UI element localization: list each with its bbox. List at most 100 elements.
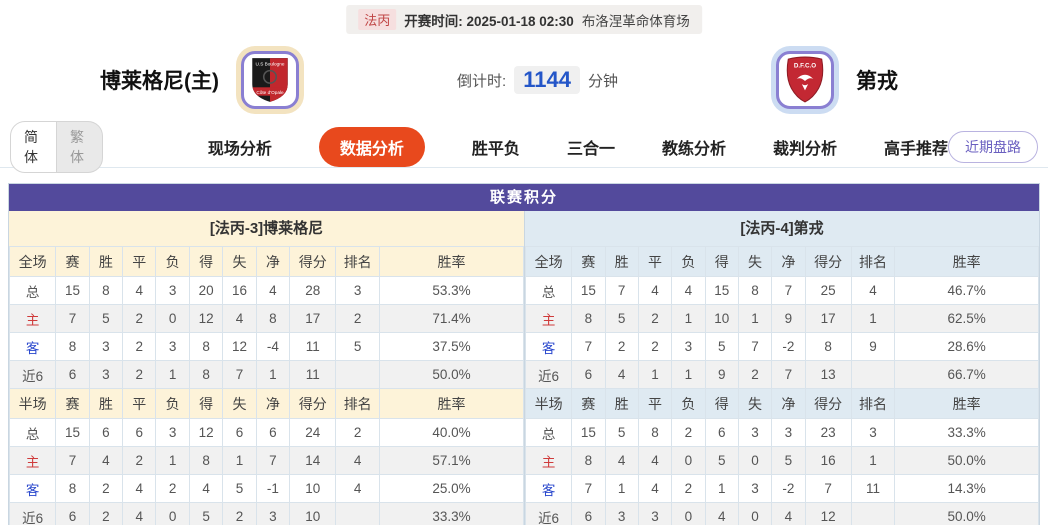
- stats-cell: 4: [335, 446, 381, 475]
- stats-row-recent: 近6 6 4 1 1 9 2 7 13 66.7%: [524, 360, 1039, 389]
- stats-header-cell: 胜: [88, 246, 124, 277]
- stats-cell: 53.3%: [379, 276, 524, 305]
- stats-row-total: 总 15 5 8 2 6 3 3 23 3 33.3%: [524, 418, 1039, 447]
- row-label: 近6: [524, 502, 573, 525]
- tab-5[interactable]: 裁判分析: [772, 140, 837, 158]
- stats-cell: 8: [188, 446, 224, 475]
- tabs: 现场分析 数据分析 胜平负 三合一 教练分析 裁判分析 高手推荐: [207, 126, 948, 167]
- stats-header-cell: 失: [737, 388, 773, 419]
- row-label: 主: [8, 304, 57, 333]
- stats-cell: 4: [604, 446, 639, 475]
- stats-cell: 5: [335, 332, 381, 361]
- stats-cell: [335, 502, 381, 525]
- stats-cell: 9: [771, 304, 806, 333]
- stats-cell: 8: [188, 332, 224, 361]
- home-table-header: [法丙-3]博莱格尼: [9, 211, 524, 246]
- stats-cell: 1: [604, 474, 639, 503]
- tab-1[interactable]: 数据分析: [318, 126, 425, 167]
- stats-cell: 0: [737, 502, 773, 525]
- stats-cell: -2: [771, 474, 806, 503]
- nav-bar: 简体 繁体 现场分析 数据分析 胜平负 三合一 教练分析 裁判分析 高手推荐 近期盘路: [0, 120, 1048, 173]
- stats-cell: 33.3%: [379, 502, 524, 525]
- stats-header-cell: 失: [737, 246, 773, 277]
- tab-4[interactable]: 教练分析: [661, 140, 726, 158]
- stats-cell: 1: [155, 360, 190, 389]
- stats-cell: 8: [804, 332, 852, 361]
- stats-cell: 8: [55, 332, 90, 361]
- stats-header-cell: 净: [771, 246, 806, 277]
- row-label: 总: [8, 418, 57, 447]
- home-stats-table: 全场赛胜平负得失净得分 排名 胜率总 15 8 4 3 20 16 4 28 3 53.3% 主 7 5 2 0 1…: [8, 246, 524, 525]
- stats-cell: 2: [122, 360, 157, 389]
- row-label: 主: [524, 446, 573, 475]
- stats-cell: 4: [671, 276, 706, 305]
- row-label: 总: [524, 418, 573, 447]
- stats-header-cell: 半场: [524, 388, 573, 419]
- stats-cell: 16: [804, 446, 852, 475]
- stats-header-cell: 全场: [8, 246, 57, 277]
- stats-cell: 2: [604, 332, 639, 361]
- stats-header-row: 全场赛胜平负得失净得分 排名 胜率: [524, 246, 1039, 277]
- stats-cell: 4: [704, 502, 739, 525]
- kickoff-value: 2025-01-18 02:30: [466, 13, 574, 29]
- countdown-value: 1144: [514, 66, 580, 94]
- stats-header-cell: 赛: [55, 246, 90, 277]
- match-header: 博莱格尼(主) U.S Boulogne Côte d'Opale 倒计时: 1…: [0, 34, 1048, 126]
- stats-header-cell: 净: [255, 388, 291, 419]
- stats-cell: 6: [222, 418, 257, 447]
- stats-header-cell: 失: [222, 246, 257, 277]
- stats-cell: -4: [255, 332, 291, 361]
- tab-6[interactable]: 高手推荐: [883, 140, 948, 158]
- stats-cell: 3: [737, 418, 773, 447]
- stats-cell: 7: [737, 332, 773, 361]
- league-points-panel: 联赛积分 [法丙-3]博莱格尼 全场赛胜平负得失净得分 排名 胜率总 15 8 4 3 20 1…: [8, 183, 1040, 525]
- stats-cell: 3: [255, 502, 291, 525]
- stats-cell: 15: [55, 276, 90, 305]
- stats-cell: 0: [155, 304, 190, 333]
- stats-cell: 15: [55, 418, 90, 447]
- stats-cell: 3: [771, 418, 806, 447]
- stats-cell: 6: [704, 418, 739, 447]
- stats-cell: 15: [571, 276, 606, 305]
- stats-header-cell: 净: [255, 246, 291, 277]
- stats-cell: [850, 502, 896, 525]
- stats-cell: 11: [289, 360, 337, 389]
- away-team-name: 第戎: [856, 70, 898, 93]
- stats-cell: 71.4%: [379, 304, 524, 333]
- stats-cell: 8: [637, 418, 673, 447]
- recent-trend-button[interactable]: 近期盘路: [948, 130, 1038, 163]
- away-crest-icon: D.F.C.O: [786, 56, 824, 103]
- stats-cell: 8: [188, 360, 224, 389]
- stats-cell: 6: [122, 418, 157, 447]
- tab-0[interactable]: 现场分析: [207, 140, 272, 158]
- lang-option-active[interactable]: 简体: [10, 120, 57, 173]
- panel-title: 联赛积分: [9, 184, 1039, 211]
- stats-cell: 4: [122, 276, 157, 305]
- stats-header-cell: 赛: [571, 246, 606, 277]
- stats-cell: 8: [255, 304, 291, 333]
- stats-header-cell: 胜率: [379, 246, 524, 277]
- stats-cell: 20: [188, 276, 224, 305]
- stats-cell: 3: [671, 332, 706, 361]
- away-table-header: [法丙-4]第戎: [525, 211, 1039, 246]
- lang-option-inactive[interactable]: 繁体: [56, 120, 103, 173]
- kickoff-label: 开赛时间:: [404, 13, 463, 29]
- stats-cell: 0: [155, 502, 190, 525]
- stats-cell: 5: [704, 446, 739, 475]
- countdown-label: 倒计时:: [457, 72, 507, 90]
- tab-3[interactable]: 三合一: [566, 140, 615, 158]
- stats-cell: 10: [289, 474, 337, 503]
- stats-cell: 1: [255, 360, 291, 389]
- stats-cell: 4: [222, 304, 257, 333]
- stats-header-cell: 半场: [8, 388, 57, 419]
- stats-cell: 2: [637, 304, 673, 333]
- tab-2[interactable]: 胜平负: [471, 140, 520, 158]
- stats-header-cell: 胜: [604, 246, 639, 277]
- stats-cell: 3: [88, 360, 124, 389]
- stats-cell: 28.6%: [894, 332, 1039, 361]
- stats-cell: 0: [671, 502, 706, 525]
- stats-cell: 2: [637, 332, 673, 361]
- stats-cell: 14.3%: [894, 474, 1039, 503]
- stats-cell: 1: [155, 446, 190, 475]
- stats-cell: 4: [122, 474, 157, 503]
